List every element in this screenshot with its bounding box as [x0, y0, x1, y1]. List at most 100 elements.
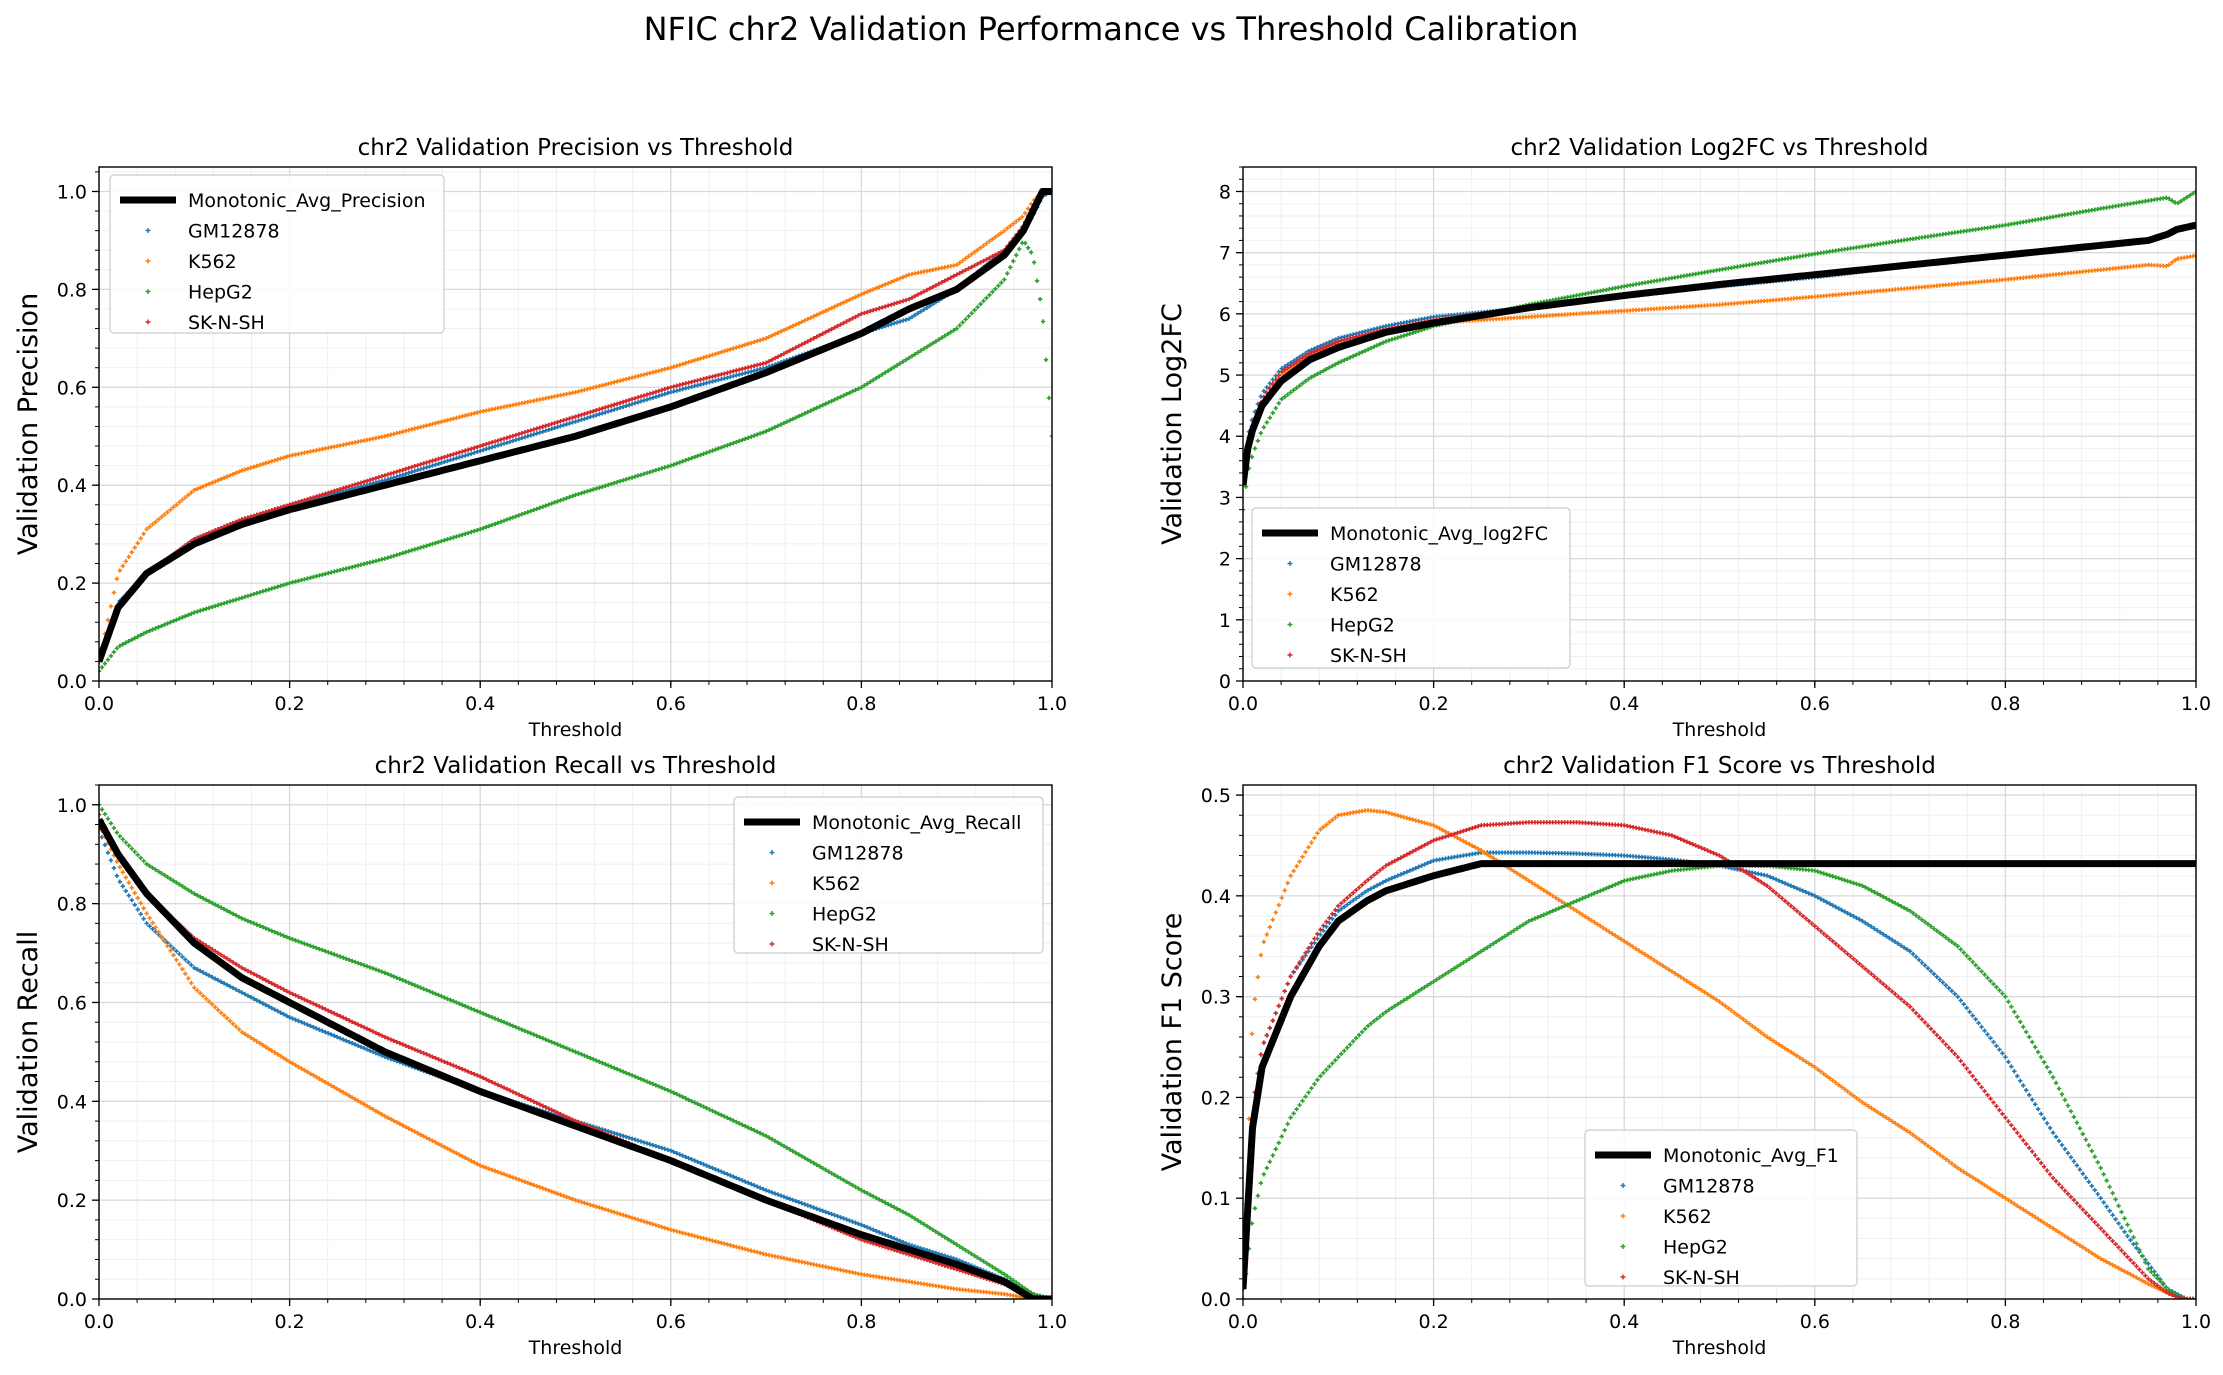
- data-point: [469, 1006, 474, 1011]
- data-point: [156, 869, 161, 874]
- data-point: [230, 960, 236, 965]
- data-point: [972, 249, 977, 255]
- data-point: [397, 473, 402, 478]
- data-point: [480, 1075, 486, 1081]
- data-point: [308, 943, 313, 948]
- data-point: [358, 1100, 364, 1105]
- data-point: [224, 956, 230, 961]
- data-point: [275, 584, 280, 589]
- data-point: [814, 1206, 819, 1211]
- data-point: [427, 1053, 432, 1058]
- data-point: [1342, 357, 1347, 363]
- data-point: [856, 313, 861, 318]
- data-point: [317, 493, 322, 498]
- data-point: [251, 464, 257, 470]
- data-point: [874, 375, 879, 381]
- data-point: [820, 402, 825, 408]
- data-point: [516, 1026, 522, 1031]
- data-point: [2095, 1191, 2100, 1197]
- data-point: [606, 404, 611, 409]
- data-point: [332, 1033, 337, 1039]
- data-point: [215, 950, 221, 956]
- data-point: [817, 333, 822, 338]
- data-point: [635, 1217, 641, 1222]
- data-point: [412, 982, 417, 988]
- data-point: [1830, 903, 1835, 908]
- data-point: [751, 1128, 757, 1133]
- data-point: [897, 299, 903, 305]
- data-point: [198, 990, 203, 996]
- data-point: [418, 462, 423, 467]
- data-point: [564, 1194, 569, 1200]
- data-point: [883, 282, 888, 287]
- data-point: [421, 1050, 426, 1056]
- data-point: [1806, 891, 1812, 896]
- legend-entry: HepG2: [1287, 615, 1395, 637]
- data-point: [871, 377, 876, 383]
- data-point: [531, 507, 537, 513]
- legend-entry: GM12878: [1287, 554, 1422, 576]
- data-point: [198, 608, 203, 613]
- data-point: [1350, 898, 1356, 903]
- data-point: [585, 410, 590, 416]
- legend-label: GM12878: [188, 221, 280, 243]
- data-point: [1368, 886, 1374, 891]
- data-point: [582, 1053, 587, 1058]
- data-point: [186, 887, 191, 893]
- data-point: [850, 1182, 855, 1188]
- data-point: [388, 476, 394, 481]
- data-point: [528, 428, 534, 433]
- legend-entry: HepG2: [145, 282, 253, 304]
- data-point: [561, 423, 566, 428]
- data-point: [475, 444, 480, 450]
- data-point: [1613, 933, 1618, 938]
- data-point: [287, 1059, 292, 1064]
- data-point: [117, 643, 123, 649]
- data-point: [647, 1142, 653, 1147]
- data-point: [513, 432, 519, 438]
- data-point: [394, 474, 400, 479]
- data-point: [1794, 886, 1800, 891]
- data-point: [1279, 895, 1284, 900]
- data-point: [1025, 206, 1031, 211]
- data-point: [775, 1140, 781, 1145]
- data-point: [174, 502, 179, 507]
- data-point: [1306, 845, 1311, 850]
- data-point: [400, 550, 405, 556]
- data-point: [144, 629, 149, 635]
- data-point: [1327, 343, 1332, 348]
- data-point: [129, 898, 134, 903]
- data-point: [877, 1230, 882, 1235]
- data-point: [349, 958, 355, 964]
- data-point: [1014, 219, 1019, 224]
- data-point: [168, 620, 173, 625]
- data-point: [311, 495, 316, 500]
- data-point: [1258, 430, 1264, 436]
- data-point: [510, 1089, 516, 1095]
- data-point: [1779, 879, 1785, 885]
- data-point: [373, 1108, 379, 1114]
- legend-label: K562: [812, 873, 861, 895]
- data-point: [903, 273, 909, 279]
- data-point: [737, 1121, 742, 1126]
- data-point: [1485, 852, 1490, 857]
- data-point: [722, 444, 727, 449]
- data-point: [332, 1085, 337, 1090]
- data-point: [174, 957, 179, 963]
- data-point: [1970, 1013, 1975, 1018]
- data-point: [707, 1107, 712, 1112]
- data-point: [760, 1186, 766, 1192]
- x-tick-label: 1.0: [1037, 693, 1067, 715]
- data-point: [832, 1212, 837, 1218]
- data-point: [370, 476, 376, 482]
- data-point: [391, 470, 397, 475]
- legend-marker-swatch: [769, 850, 775, 855]
- data-point: [209, 1002, 215, 1007]
- legend-entry: SK-N-SH: [769, 934, 889, 956]
- data-point: [549, 1107, 554, 1113]
- data-point: [2062, 1146, 2068, 1152]
- data-point: [659, 392, 665, 398]
- data-point: [543, 1104, 548, 1110]
- data-point: [525, 509, 531, 515]
